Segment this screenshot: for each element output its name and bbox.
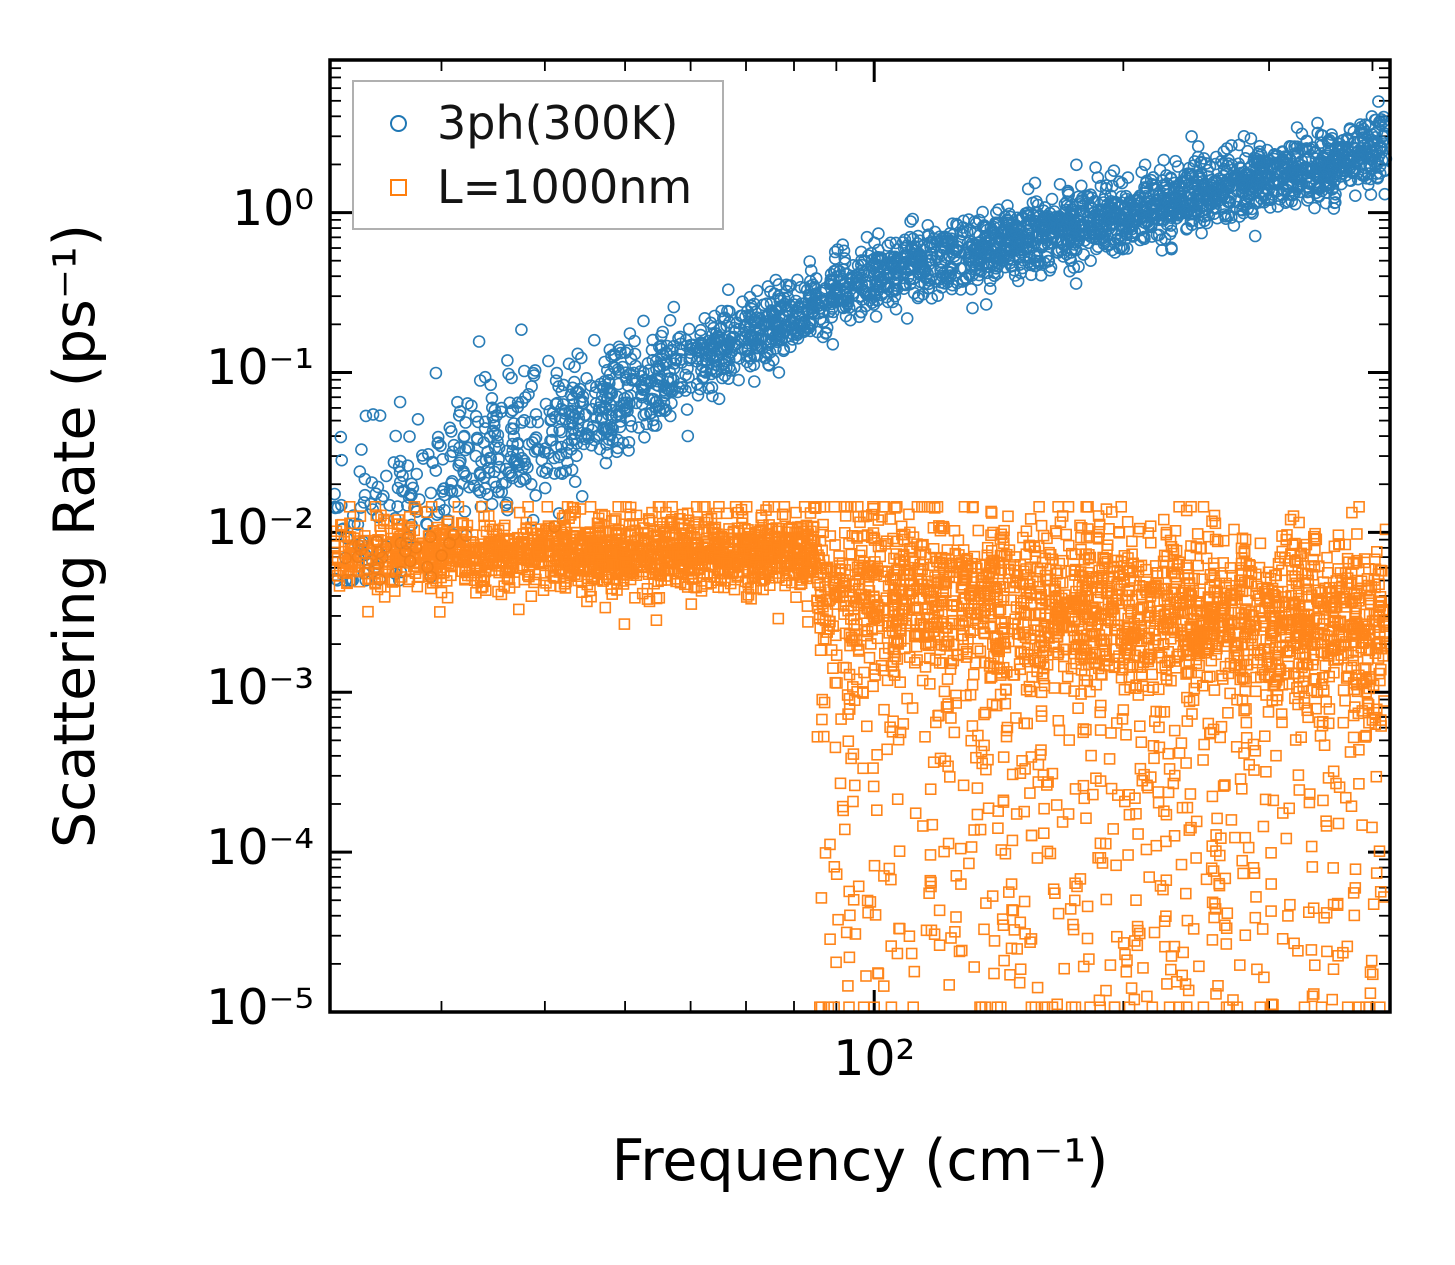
y-tick-label: 10⁰ [232, 179, 314, 237]
legend-label-boundary: L=1000nm [437, 160, 693, 214]
y-tick-label: 10⁻² [206, 499, 314, 557]
legend-marker-circle-icon [390, 114, 407, 132]
series-square-group [328, 500, 1392, 1014]
y-tick-label: 10⁻⁵ [206, 979, 314, 1036]
plot-frame [328, 58, 1392, 1014]
x-tick-label: 10² [833, 1030, 916, 1087]
series-circle-group [328, 95, 1393, 587]
legend-entry-3ph: 3ph(300K) [376, 96, 692, 150]
legend-label-3ph: 3ph(300K) [437, 96, 679, 150]
legend-entry-boundary: L=1000nm [376, 160, 692, 214]
x-axis-label: Frequency (cm⁻¹) [611, 1128, 1109, 1194]
y-tick-label: 10⁻³ [206, 659, 314, 717]
y-axis-label: Scattering Rate (ps⁻¹) [42, 223, 108, 849]
y-tick-label: 10⁻⁴ [206, 819, 314, 877]
legend-marker-square-icon [390, 178, 407, 196]
y-tick-label: 10⁻¹ [206, 339, 314, 397]
legend: 3ph(300K) L=1000nm [352, 80, 725, 230]
